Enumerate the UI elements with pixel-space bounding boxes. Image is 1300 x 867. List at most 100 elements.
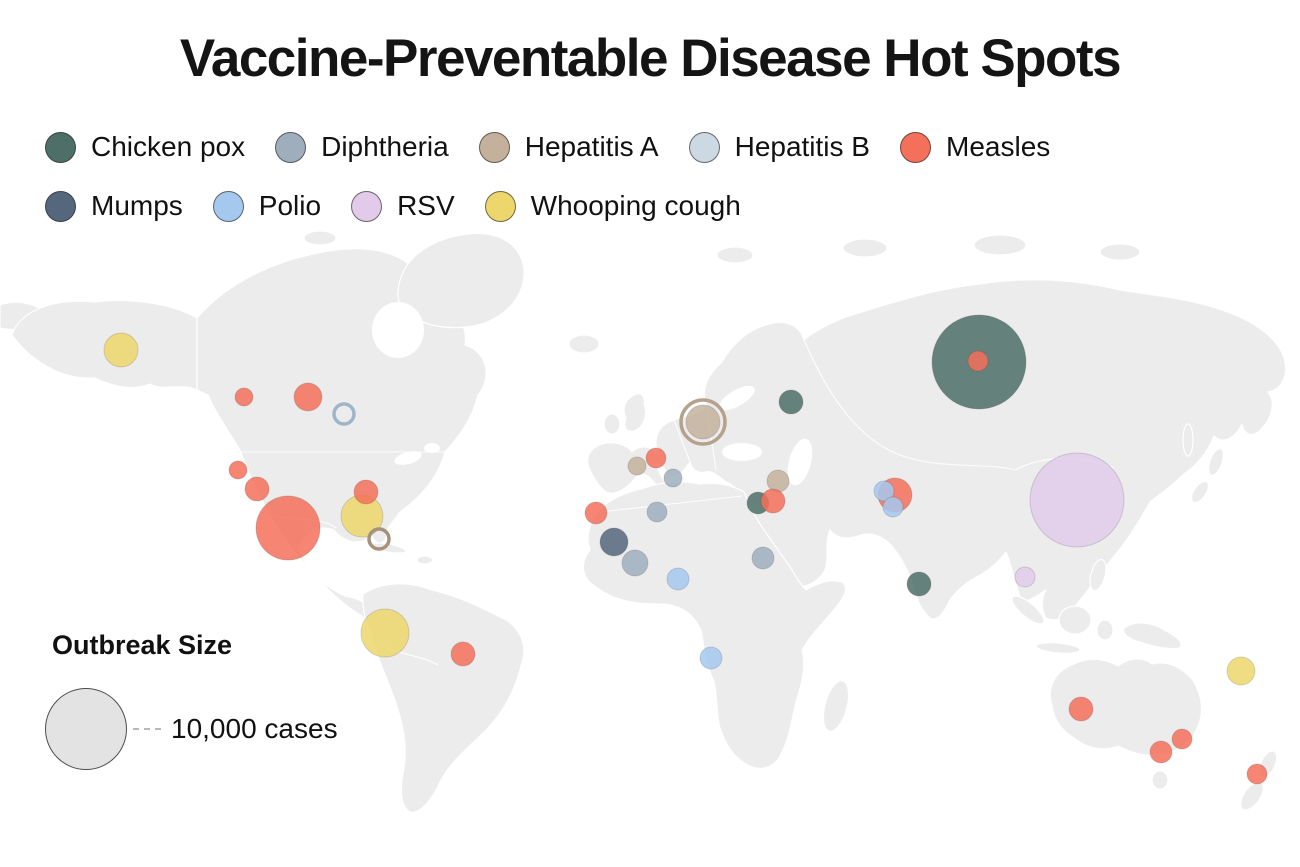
bubble-whooping-cough	[103, 332, 139, 368]
bubble-polio	[873, 480, 895, 502]
landmass-arctic-island-4	[1099, 243, 1141, 261]
legend-swatch-icon	[484, 190, 516, 222]
landmass-java	[1035, 642, 1081, 654]
bubble-measles	[228, 460, 248, 480]
bubble-measles	[1068, 696, 1094, 722]
bubble-measles	[353, 479, 379, 505]
bubble-measles	[255, 495, 321, 561]
bubble-diphtheria	[646, 501, 668, 523]
bubble-whooping-cough	[1226, 656, 1256, 686]
bubble-diphtheria	[751, 546, 775, 570]
legend-item-rsv: RSV	[351, 190, 455, 222]
legend-swatch-icon	[351, 190, 383, 222]
bubble-polio	[882, 496, 904, 518]
bubble-measles	[293, 382, 323, 412]
size-legend: Outbreak Size 10,000 cases	[45, 630, 338, 770]
legend-item-hepatitis-b: Hepatitis B	[688, 131, 870, 163]
legend-item-chicken-pox: Chicken pox	[45, 131, 245, 163]
landmass-philippines	[1089, 558, 1107, 592]
water-great-lakes	[394, 451, 422, 465]
bubble-hepatitis-a	[367, 527, 391, 551]
legend-item-measles: Measles	[900, 131, 1050, 163]
size-legend-reference-label: 10,000 cases	[171, 713, 338, 744]
legend-swatch-icon	[688, 131, 720, 163]
landmass-tasmania	[1151, 770, 1169, 790]
bubble-measles	[1149, 740, 1173, 764]
landmass-arctic-island-3	[973, 234, 1027, 256]
landmass-arctic-island-2	[842, 238, 888, 258]
outbreak-bubbles	[103, 314, 1268, 785]
bubble-measles	[645, 447, 667, 469]
legend-label: Polio	[258, 190, 322, 221]
legend-swatch-icon	[45, 190, 76, 222]
bubble-polio	[699, 646, 723, 670]
bubble-whooping-cough	[360, 608, 410, 658]
landmass-sumatra	[1011, 595, 1045, 625]
legend-swatch-icon	[900, 131, 931, 163]
legend-item-polio: Polio	[212, 190, 322, 222]
bubble-mumps	[599, 527, 629, 557]
bubble-measles	[584, 501, 608, 525]
bubble-measles	[234, 387, 254, 407]
disease-legend-row: Mumps Polio RSV Whooping cough	[45, 190, 1050, 222]
bubble-chicken-pox	[778, 389, 804, 415]
legend-item-mumps: Mumps	[45, 190, 183, 222]
legend-label: Hepatitis B	[734, 131, 870, 162]
legend-swatch-icon	[45, 131, 76, 163]
size-legend-title: Outbreak Size	[52, 630, 233, 660]
bubble-rsv	[1029, 452, 1125, 548]
inland-waters	[372, 302, 813, 486]
water-great-lakes-2	[424, 443, 440, 453]
legend-item-whooping-cough: Whooping cough	[484, 190, 741, 222]
landmass-madagascar	[822, 680, 850, 732]
legend-item-hepatitis-a: Hepatitis A	[478, 131, 659, 163]
bubble-measles	[760, 488, 786, 514]
landmass-australia	[1049, 658, 1203, 756]
legend-swatch-icon	[275, 131, 307, 163]
landmass-uk	[623, 393, 647, 432]
bubble-measles	[1171, 728, 1193, 750]
bubble-measles	[1246, 763, 1268, 785]
legend-item-diphtheria: Diphtheria	[275, 131, 449, 163]
disease-legend: Chicken pox Diphtheria Hepatitis A Hepatiti…	[45, 131, 1050, 222]
size-legend-circle	[45, 688, 127, 770]
landmass-ireland	[603, 413, 621, 435]
legend-label: Whooping cough	[530, 190, 741, 221]
bubble-rsv	[1014, 566, 1036, 588]
legend-label: Hepatitis A	[524, 131, 659, 162]
bubble-measles	[967, 350, 989, 372]
page-title: Vaccine-Preventable Disease Hot Spots	[179, 29, 1122, 88]
legend-swatch-icon	[212, 190, 244, 222]
water-caspian-sea	[787, 438, 813, 486]
bubble-hepatitis-a	[766, 469, 790, 493]
landmass-new-guinea	[1123, 622, 1182, 650]
landmass-africa	[582, 481, 847, 769]
bubble-chicken-pox	[906, 571, 932, 597]
size-legend-row: 10,000 cases	[45, 688, 338, 770]
legend-swatch-icon	[478, 131, 510, 163]
bubble-polio	[666, 567, 690, 591]
legend-label: RSV	[397, 190, 455, 221]
water-black-sea	[722, 443, 762, 461]
water-baltic-sea	[719, 385, 755, 411]
landmass-nz-south	[1240, 781, 1264, 811]
bubble-diphtheria	[663, 468, 683, 488]
disease-legend-row: Chicken pox Diphtheria Hepatitis A Hepatiti…	[45, 131, 1050, 163]
bubble-diphtheria	[621, 549, 649, 577]
landmass-japan-south	[1190, 480, 1210, 504]
landmass-alaska	[11, 299, 198, 391]
bubble-measles	[450, 641, 476, 667]
legend-label: Chicken pox	[91, 131, 246, 162]
bubble-hepatitis-a	[685, 404, 721, 440]
bubble-hepatitis-a	[679, 398, 727, 446]
landmass-borneo	[1058, 605, 1092, 635]
bubble-measles	[244, 476, 270, 502]
water-hudson-bay	[372, 302, 424, 358]
landmass-iceland	[568, 334, 600, 354]
landmass-sulawesi	[1096, 619, 1114, 641]
landmass-svalbard	[716, 246, 754, 264]
landmass-hispaniola	[416, 555, 434, 565]
landmass-sakhalin	[1182, 423, 1194, 457]
bubble-hepatitis-b	[332, 402, 356, 426]
